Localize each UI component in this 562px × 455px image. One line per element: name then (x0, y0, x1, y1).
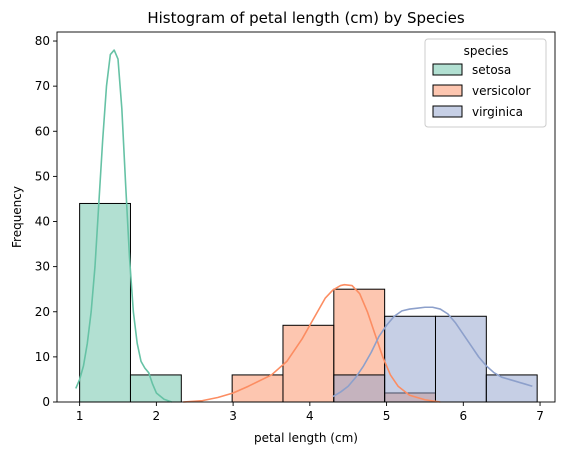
legend-label-versicolor: versicolor (472, 84, 531, 98)
legend-entries: setosa versicolor virginica (432, 63, 531, 119)
kde-curve-virginica (332, 306, 533, 398)
x-tick-label: 4 (306, 409, 314, 423)
histogram-bar-versicolor (282, 324, 335, 403)
y-axis-label: Frequency (10, 186, 24, 248)
y-tick-label: 30 (35, 260, 50, 274)
legend-swatch-virginica (432, 105, 463, 118)
histogram-bar-virginica (333, 374, 386, 403)
x-tick-label: 1 (76, 409, 84, 423)
y-tick-label: 10 (35, 350, 50, 364)
y-tick-label: 70 (35, 79, 50, 93)
legend-title: species (464, 44, 509, 58)
legend-label-setosa: setosa (472, 63, 511, 77)
y-tick-label: 20 (35, 305, 50, 319)
legend-label-virginica: virginica (472, 105, 523, 119)
bars-layer (79, 202, 538, 403)
legend-swatch-versicolor (432, 84, 463, 97)
legend-frame (424, 38, 547, 128)
kde-layer (75, 49, 533, 403)
chart-title: Histogram of petal length (cm) by Specie… (147, 9, 465, 27)
histogram-bar-setosa (129, 374, 182, 403)
y-tick-label: 60 (35, 124, 50, 138)
y-tick-label: 40 (35, 215, 50, 229)
kde-curve-setosa (75, 49, 172, 403)
histogram-bar-virginica (485, 374, 538, 403)
x-tick-label: 3 (229, 409, 237, 423)
kde-curve-versicolor (183, 283, 441, 403)
x-tick-label: 2 (153, 409, 161, 423)
plot-frame (56, 31, 556, 403)
histogram-bar-virginica (384, 315, 436, 403)
x-tick-label: 6 (459, 409, 467, 423)
legend: species setosa versicolor virginica (424, 38, 547, 128)
y-tick-label: 0 (42, 395, 50, 409)
x-tick-label: 7 (536, 409, 544, 423)
y-tick-label: 50 (35, 169, 50, 183)
x-axis-label: petal length (cm) (254, 431, 358, 445)
histogram-bar-virginica (434, 315, 487, 403)
y-tick-label: 80 (35, 34, 50, 48)
legend-swatch-setosa (432, 63, 463, 76)
histogram-bar-setosa (79, 202, 131, 403)
histogram-bar-versicolor (231, 374, 284, 403)
x-tick-label: 5 (383, 409, 391, 423)
